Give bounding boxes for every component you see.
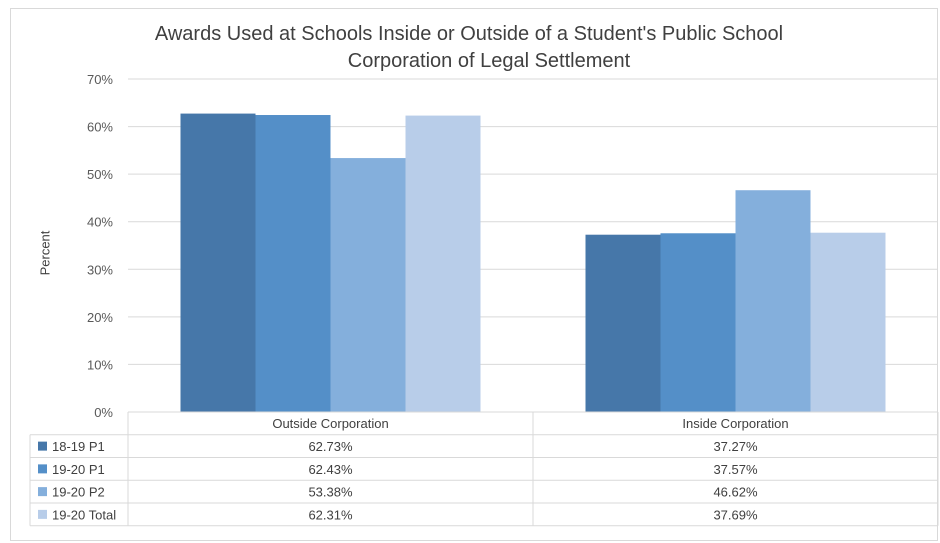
data-label-2-2: 37.57%	[713, 462, 758, 477]
bar-2-1	[255, 115, 331, 413]
y-tick-label-2: 20%	[87, 310, 113, 325]
legend-label-3: 19-20 P2	[52, 485, 105, 500]
y-tick-label-5: 50%	[87, 167, 113, 182]
bar-4-2	[810, 232, 886, 412]
bar-4-1	[405, 115, 481, 412]
data-label-1-2: 37.27%	[713, 439, 758, 454]
data-label-3-2: 46.62%	[713, 485, 758, 500]
legend-label-4: 19-20 Total	[52, 507, 116, 522]
bar-3-2	[735, 190, 811, 412]
legend-swatch-3	[38, 487, 47, 497]
legend-label-1: 18-19 P1	[52, 439, 105, 454]
legend-swatch-2	[38, 464, 47, 474]
chart-title: Awards Used at Schools Inside or Outside…	[11, 21, 937, 75]
legend-swatch-1	[38, 441, 47, 451]
data-label-4-1: 62.31%	[308, 507, 353, 522]
data-label-3-1: 53.38%	[308, 485, 353, 500]
bar-3-1	[330, 158, 406, 412]
bar-2-2	[660, 233, 736, 412]
category-label-2: Inside Corporation	[682, 416, 788, 431]
y-tick-label-7: 70%	[87, 72, 113, 87]
y-tick-label-6: 60%	[87, 120, 113, 135]
category-label-1: Outside Corporation	[272, 416, 388, 431]
y-tick-label-1: 10%	[87, 357, 113, 372]
y-tick-label-4: 40%	[87, 215, 113, 230]
bar-1-2	[585, 234, 661, 412]
data-label-1-1: 62.73%	[308, 439, 353, 454]
chart-title-line-2: Corporation of Legal Settlement	[347, 50, 631, 72]
chart-title-line-1: Awards Used at Schools Inside or Outside…	[154, 23, 784, 45]
legend-swatch-4	[38, 509, 47, 519]
data-label-2-1: 62.43%	[308, 462, 353, 477]
y-tick-label-3: 30%	[87, 262, 113, 277]
data-label-4-2: 37.69%	[713, 507, 758, 522]
y-tick-label-0: 0%	[94, 405, 113, 420]
bar-1-1	[180, 113, 256, 413]
legend-label-2: 19-20 P1	[52, 462, 105, 477]
